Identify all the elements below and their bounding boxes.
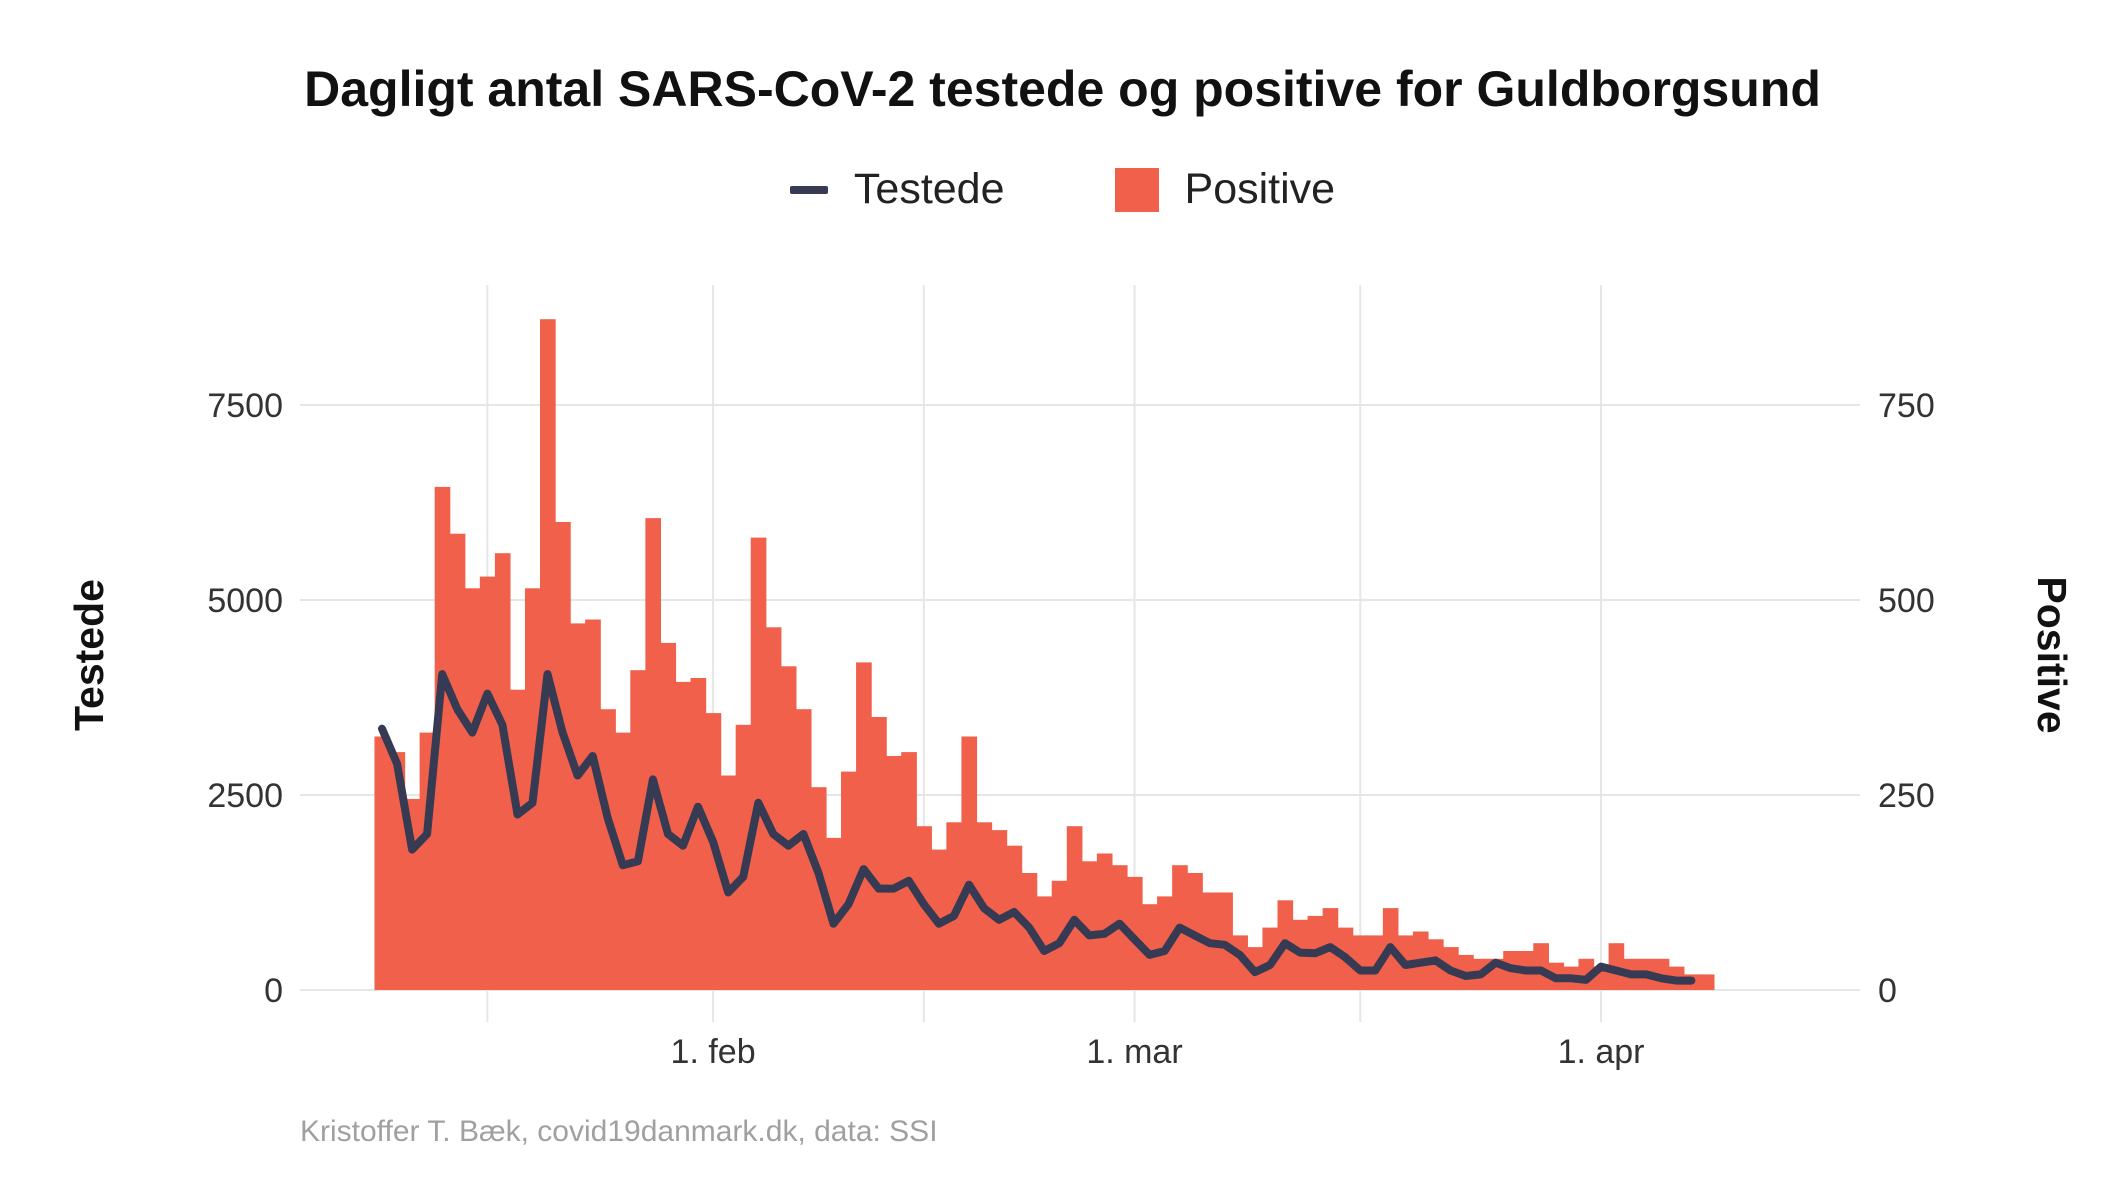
bar-positive: [780, 666, 797, 990]
bar-positive: [810, 787, 827, 990]
legend-item-positive: Positive: [1114, 165, 1336, 214]
legend-line-swatch: [789, 185, 828, 194]
legend-label-tested: Testede: [853, 165, 1005, 213]
bar-positive: [690, 678, 707, 990]
bar-positive: [1096, 853, 1113, 990]
bars-positive: [374, 319, 1715, 990]
y-left-tick-label: 2500: [207, 777, 283, 815]
line-tested: [378, 670, 1696, 985]
bar-positive: [389, 752, 406, 990]
bar-positive: [961, 736, 978, 990]
bar-positive: [645, 518, 662, 990]
bar-positive: [901, 752, 917, 990]
y-axis-right-title: Positive: [2029, 576, 2075, 733]
bar-positive: [1036, 896, 1053, 990]
y-right-tick-label: 250: [1878, 777, 1935, 815]
bar-positive: [765, 627, 782, 990]
y-axis-right: 0 250 500 750: [1878, 387, 1935, 1010]
bar-positive: [1142, 904, 1158, 990]
y-right-tick-label: 0: [1878, 972, 1897, 1010]
bar-positive: [374, 736, 391, 990]
bar-positive: [434, 486, 451, 990]
bar-positive: [841, 771, 857, 990]
bar-positive: [991, 830, 1008, 990]
chart-caption: Kristoffer T. Bæk, covid19danmark.dk, da…: [300, 1115, 938, 1148]
bar-positive: [795, 709, 812, 990]
legend-item-tested: Testede: [789, 165, 1005, 214]
bar-positive: [570, 623, 586, 990]
legend-box-swatch: [1114, 167, 1159, 212]
x-tick-label: 1. feb: [671, 1033, 756, 1071]
y-axis-left-title: Testede: [66, 579, 112, 731]
y-left-tick-label: 0: [264, 972, 283, 1010]
chart-title: Dagligt antal SARS-CoV-2 testede og posi…: [304, 61, 1821, 117]
y-right-tick-label: 500: [1878, 582, 1935, 620]
bar-positive: [660, 642, 677, 990]
bar-positive: [555, 522, 571, 990]
bar-positive: [464, 588, 481, 990]
legend: Testede Positive: [0, 165, 2125, 214]
bar-positive: [1698, 974, 1715, 990]
bar-positive: [540, 319, 556, 990]
bar-positive: [449, 533, 466, 990]
bar-positive: [750, 537, 767, 990]
bar-positive: [1126, 876, 1143, 990]
bar-positive: [1352, 935, 1369, 990]
bar-positive: [585, 619, 601, 990]
bar-positive: [886, 756, 902, 990]
x-tick-label: 1. mar: [1086, 1033, 1182, 1071]
y-right-tick-label: 750: [1878, 387, 1935, 425]
bar-positive: [856, 662, 872, 990]
y-left-tick-label: 7500: [207, 387, 283, 425]
bar-positive: [1066, 826, 1083, 990]
bar-positive: [630, 670, 646, 990]
legend-label-positive: Positive: [1184, 165, 1336, 213]
bar-positive: [600, 709, 616, 990]
x-axis: 1. feb 1. mar 1. apr: [671, 1033, 1645, 1071]
y-left-tick-label: 5000: [207, 582, 283, 620]
y-axis-left: 0 2500 5000 7500: [207, 387, 283, 1010]
x-tick-label: 1. apr: [1558, 1033, 1645, 1071]
bar-positive: [1081, 861, 1098, 990]
bar-positive: [871, 717, 887, 990]
bar-positive: [509, 689, 526, 990]
bar-positive: [479, 576, 496, 990]
bar-positive: [494, 553, 511, 990]
